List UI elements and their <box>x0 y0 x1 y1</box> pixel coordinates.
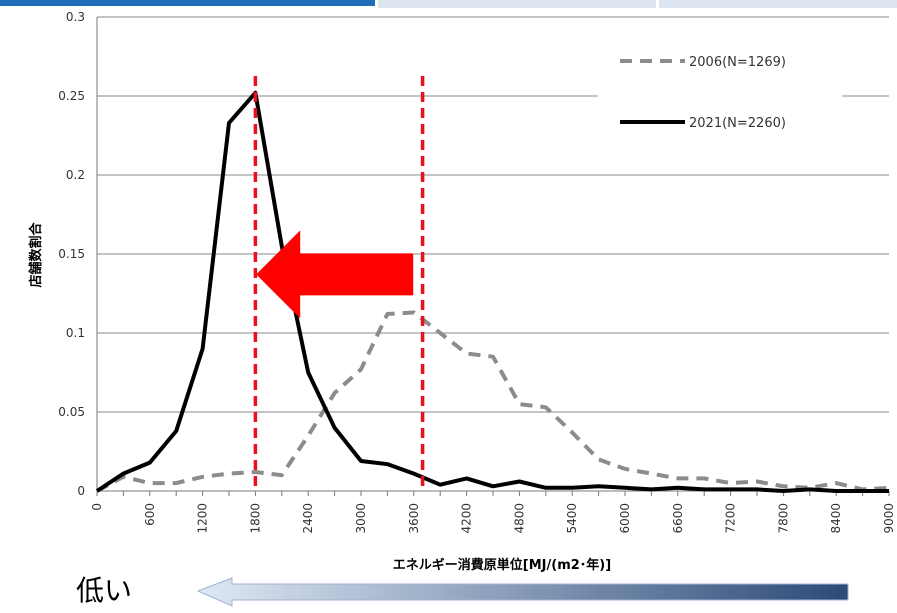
y-tick-label: 0.2 <box>66 168 85 182</box>
gridlines <box>97 16 889 413</box>
y-tick-label: 0.1 <box>66 326 85 340</box>
x-tick-label: 7800 <box>776 503 790 534</box>
x-tick-label: 7200 <box>724 503 738 534</box>
legend-box <box>598 38 842 146</box>
y-tick-label: 0.05 <box>58 405 85 419</box>
y-tick-label: 0 <box>77 484 85 498</box>
tab-strip-inactive-1 <box>378 0 656 8</box>
x-tick-label: 3000 <box>354 503 368 534</box>
top-tab-strip <box>0 0 897 10</box>
x-axis-title: エネルギー消費原単位[MJ/(m2･年)] <box>393 557 611 573</box>
x-tick-label: 6000 <box>618 503 632 534</box>
x-tick-label: 4800 <box>512 503 526 534</box>
series-lines <box>95 90 890 493</box>
x-tick-label: 4200 <box>460 503 474 534</box>
legend-label-2021: 2021(N=2260) <box>689 116 786 131</box>
x-tick-label: 1200 <box>196 503 210 534</box>
y-tick-label: 0.25 <box>58 89 85 103</box>
x-tick-label: 600 <box>143 503 157 526</box>
y-tick-label: 0.15 <box>58 247 85 261</box>
x-tick-label: 5400 <box>565 503 579 534</box>
reference-lines <box>253 76 425 490</box>
x-tick-label: 3600 <box>407 503 421 534</box>
y-axis-title: 店舗数割合 <box>28 222 44 288</box>
x-tick-label: 2400 <box>301 503 315 534</box>
x-tick-label: 8400 <box>829 503 843 534</box>
legend: 2006(N=1269) 2021(N=2260) <box>598 38 842 146</box>
x-tick-label: 0 <box>90 503 104 511</box>
x-tick-labels: 0 600 1200 1800 2400 3000 3600 4200 4800 5400 6000… <box>90 503 896 534</box>
bottom-direction-arrow <box>196 577 849 607</box>
tab-strip-inactive-2 <box>659 0 897 8</box>
x-tick-label: 1800 <box>248 503 262 534</box>
shift-arrow <box>256 230 414 319</box>
x-tick-label: 9000 <box>882 503 896 534</box>
tab-strip-active <box>0 0 375 6</box>
low-label: 低い <box>76 574 133 607</box>
series-line-2006 <box>96 310 890 493</box>
x-tick-label: 6600 <box>671 503 685 534</box>
y-tick-labels: 0 0.05 0.1 0.15 0.2 0.25 0.3 <box>58 10 85 498</box>
legend-label-2006: 2006(N=1269) <box>689 55 786 70</box>
y-tick-label: 0.3 <box>66 10 85 24</box>
series-line-2021 <box>95 90 889 493</box>
shift-left-arrow <box>256 230 414 319</box>
